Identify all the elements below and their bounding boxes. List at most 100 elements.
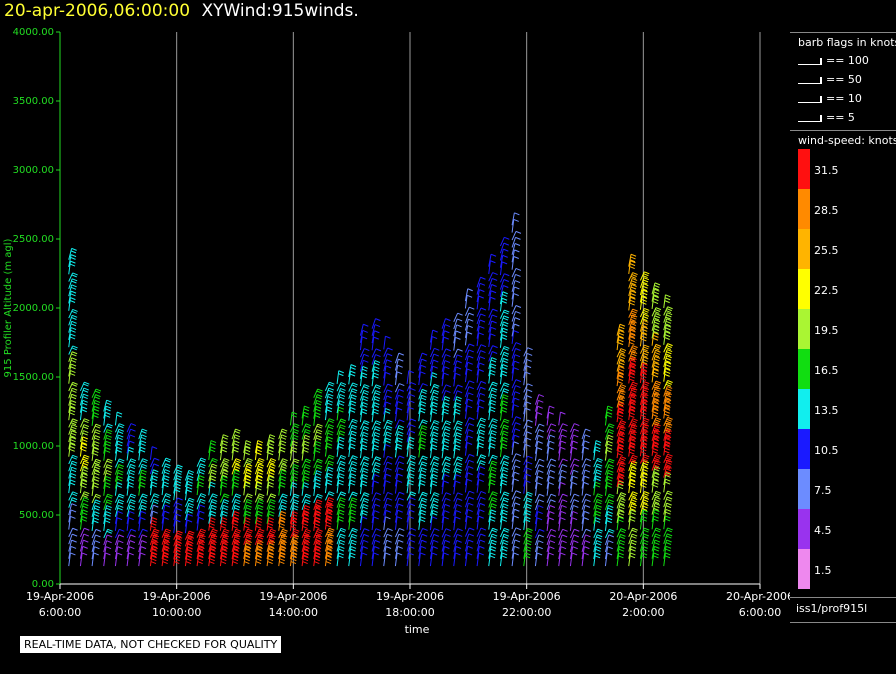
wind-barb-flag (233, 513, 240, 517)
wind-barb-flag (71, 357, 77, 361)
wind-barb-flag (409, 539, 416, 543)
wind-barb-flag (630, 479, 636, 483)
wind-barb-flag (643, 283, 649, 287)
wind-barb-flag (350, 479, 356, 483)
wind-barb-flag (619, 500, 625, 504)
wind-barb-flag (362, 500, 369, 504)
wind-barb (418, 552, 421, 567)
wind-barb-flag (373, 447, 379, 451)
wind-barb (371, 420, 377, 430)
wind-barb-flag (618, 436, 624, 440)
wind-barb (546, 412, 550, 426)
wind-barb-flag (479, 356, 486, 360)
wind-barb (418, 492, 424, 502)
wind-barb-flag (490, 436, 497, 440)
wind-barb (68, 497, 73, 508)
wind-barb-flag (538, 534, 545, 538)
wind-barb (593, 546, 597, 560)
wind-barb-flag (606, 449, 612, 453)
wind-barb-flag (350, 364, 357, 368)
wind-barb-flag (164, 546, 170, 550)
chart-title: 20-apr-2006,06:00:00 XYWind:915winds. (4, 1, 359, 21)
wind-barb (394, 534, 400, 545)
wind-barb-flag (268, 513, 275, 517)
wind-barb-flag (550, 423, 557, 427)
wind-barb (149, 499, 155, 510)
wind-barb (639, 333, 643, 347)
wind-barb (581, 499, 586, 510)
wind-barb-flag (350, 475, 356, 479)
wind-barb-flag (71, 310, 77, 314)
wind-barb-flag (328, 493, 334, 497)
wind-barb-flag (444, 503, 451, 507)
wind-barb-flag (420, 440, 426, 443)
wind-barb (639, 363, 644, 376)
wind-barb (359, 354, 365, 365)
wind-barb-flag (72, 345, 78, 349)
wind-barb-flag (665, 472, 672, 476)
wind-barb (441, 432, 446, 444)
wind-barb-flag (643, 529, 649, 533)
wind-barb (499, 540, 504, 552)
wind-barb (394, 383, 400, 393)
wind-barb-flag (175, 477, 182, 481)
wind-barb (604, 517, 608, 531)
wind-barb-flag (153, 534, 160, 538)
wind-barb-flag (630, 508, 636, 512)
wind-barb-flag (479, 392, 486, 396)
wind-barb (196, 528, 202, 538)
wind-barb-flag (561, 428, 568, 432)
wind-barb-flag (630, 442, 636, 446)
wind-barb (126, 458, 132, 468)
wind-barb-flag (630, 542, 637, 546)
wind-barb-flag (304, 475, 310, 479)
wind-barb-flag (561, 505, 567, 508)
wind-barb-flag (267, 547, 274, 551)
wind-barb-flag (315, 447, 321, 451)
wind-barb-flag (618, 555, 624, 559)
wind-barb-flag (641, 507, 648, 511)
wind-barb-flag (352, 491, 358, 495)
wind-barb-flag (538, 470, 544, 473)
wind-barb (68, 388, 73, 399)
wind-barb (499, 291, 504, 305)
wind-barb-flag (653, 481, 659, 485)
wind-barb-flag (246, 540, 252, 544)
wind-barb-flag (72, 491, 78, 495)
wind-barb-flag (174, 536, 181, 540)
wind-barb-flag (361, 372, 368, 376)
wind-barb-flag (361, 447, 367, 451)
wind-barb-flag (410, 491, 417, 495)
wind-barb-flag (526, 431, 532, 435)
wind-barb (184, 475, 189, 488)
wind-barb (231, 534, 236, 546)
wind-barb-flag (607, 405, 613, 409)
wind-barb-flag (351, 539, 357, 543)
wind-barb-flag (479, 509, 485, 513)
wind-barb-flag (350, 548, 356, 552)
wind-barb-flag (93, 485, 99, 489)
wind-barb-flag (421, 493, 427, 497)
wind-barb-flag (221, 517, 228, 521)
wind-barb (348, 394, 353, 407)
x-tick-label: 20-Apr-2006 (726, 590, 790, 603)
wind-barb (184, 487, 188, 501)
wind-barb-flag (629, 478, 636, 482)
wind-barb-flag (256, 480, 262, 484)
wind-barb-flag (653, 334, 659, 338)
wind-barb-flag (596, 459, 602, 463)
wind-barb (581, 447, 585, 461)
wind-barb-flag (420, 364, 427, 368)
wind-barb-flag (70, 327, 77, 331)
wind-barb-flag (513, 441, 519, 445)
wind-barb (476, 509, 480, 523)
wind-barb (441, 420, 447, 430)
wind-barb (359, 474, 364, 487)
wind-barb-flag (629, 423, 636, 427)
wind-barb-flag (490, 469, 497, 473)
wind-barb-flag (469, 527, 475, 531)
wind-barb-flag (478, 438, 485, 442)
wind-barb-flag (105, 478, 111, 482)
wind-barb (558, 464, 563, 475)
wind-barb (499, 528, 505, 538)
